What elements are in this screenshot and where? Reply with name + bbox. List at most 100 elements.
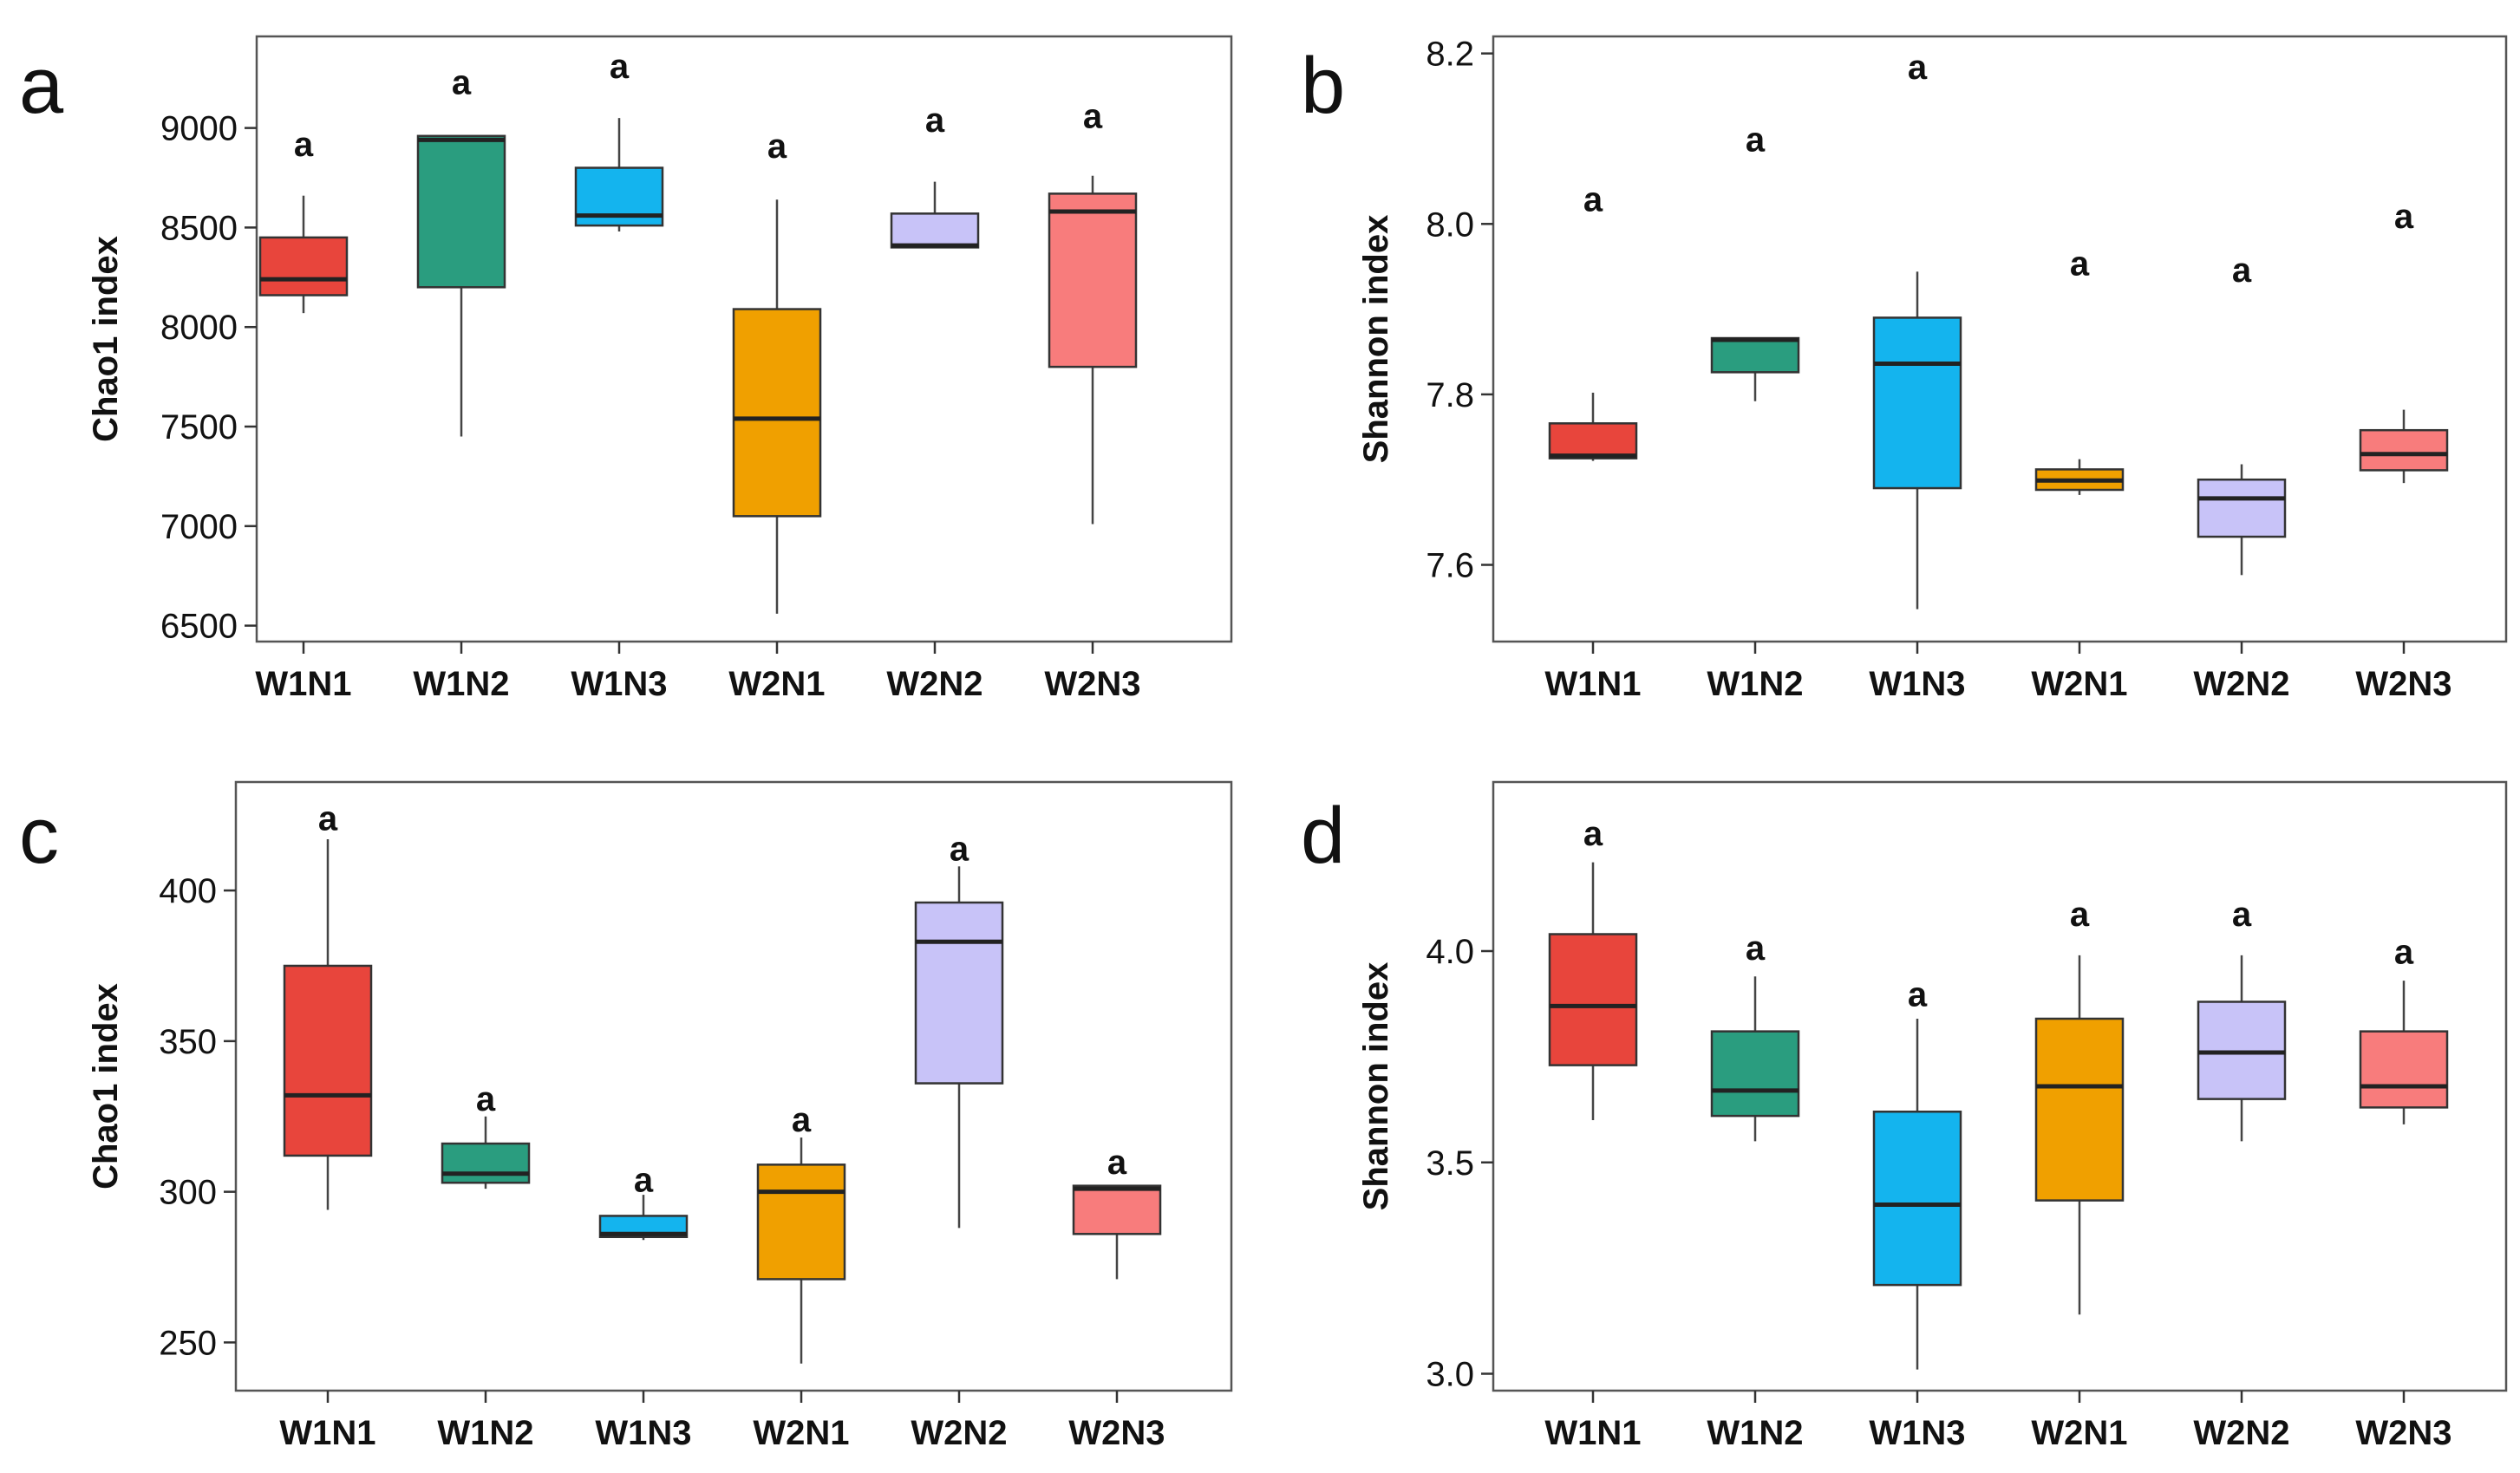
- panel-letter: b: [1301, 42, 1345, 130]
- x-tick-label: W2N2: [2193, 665, 2289, 703]
- y-tick-label: 8.0: [1426, 205, 1474, 244]
- x-tick-label: W2N2: [886, 665, 983, 703]
- x-tick-label: W2N1: [2031, 665, 2127, 703]
- plot-frame: [255, 35, 1233, 643]
- x-tick-label: W2N1: [2031, 1414, 2127, 1452]
- box-body: [1548, 933, 1638, 1066]
- plot-frame: [1492, 780, 2508, 1392]
- x-tick-label: W2N1: [728, 665, 825, 703]
- x-tick-label: W1N3: [1869, 665, 1965, 703]
- y-tick-label: 7000: [160, 508, 238, 546]
- box-w2n3: W2N3 a: [1044, 98, 1140, 703]
- significance-label: a: [318, 800, 338, 838]
- x-tick-label: W1N2: [437, 1414, 533, 1452]
- box-w1n2: W1N2 a: [1707, 121, 1803, 703]
- y-tick-label: 400: [159, 872, 217, 910]
- significance-label: a: [476, 1080, 496, 1118]
- x-tick-label: W1N3: [1869, 1414, 1965, 1452]
- y-tick-label: 7.8: [1426, 376, 1474, 414]
- x-tick-label: W2N1: [753, 1414, 849, 1452]
- plot-frame: [234, 780, 1233, 1392]
- box-w2n2: W2N2 a: [2193, 896, 2289, 1452]
- significance-label: a: [1583, 815, 1603, 853]
- y-tick-label: 350: [159, 1023, 217, 1061]
- box-body: [756, 1163, 846, 1281]
- y-tick-label: 3.5: [1426, 1144, 1474, 1183]
- significance-label: a: [2232, 896, 2252, 934]
- x-tick-label: W1N2: [1707, 1414, 1803, 1452]
- box-body: [441, 1142, 531, 1184]
- y-axis-title: Chao1 index: [87, 236, 125, 442]
- box-w1n3: W1N3 a: [571, 48, 667, 703]
- significance-label: a: [2070, 244, 2090, 283]
- box-body: [1710, 1030, 1800, 1118]
- significance-label: a: [767, 127, 787, 166]
- y-tick-label: 7500: [160, 408, 238, 446]
- y-tick-label: 300: [159, 1174, 217, 1212]
- plot-frame: [1492, 35, 2508, 643]
- significance-label: a: [1107, 1144, 1127, 1182]
- box-body: [2359, 428, 2449, 472]
- box-body: [2197, 478, 2287, 538]
- y-tick-label: 4.0: [1426, 933, 1474, 971]
- x-tick-label: W2N2: [911, 1414, 1007, 1452]
- box-w2n1: W2N1 a: [753, 1101, 849, 1452]
- box-w1n3: W1N3 a: [595, 1162, 691, 1452]
- box-body: [914, 901, 1004, 1085]
- significance-label: a: [1746, 929, 1766, 968]
- box-w1n2: W1N2 a: [437, 1080, 533, 1452]
- box-w2n1: W2N1 a: [2031, 896, 2127, 1452]
- box-w1n2: W1N2 a: [1707, 929, 1803, 1452]
- significance-label: a: [1908, 975, 1928, 1014]
- panel-letter: a: [19, 42, 64, 130]
- x-tick-label: W2N3: [2355, 1414, 2451, 1452]
- box-body: [1072, 1184, 1162, 1235]
- box-body: [416, 134, 506, 289]
- box-body: [2359, 1030, 2449, 1109]
- box-body: [1548, 422, 1638, 459]
- y-tick-label: 3.0: [1426, 1356, 1474, 1394]
- box-w1n1: W1N1 a: [279, 800, 375, 1452]
- significance-label: a: [792, 1101, 812, 1139]
- x-tick-label: W1N3: [595, 1414, 691, 1452]
- box-body: [1048, 192, 1138, 368]
- box-body: [2034, 1017, 2125, 1202]
- box-w2n3: W2N3 a: [2355, 934, 2451, 1452]
- box-body: [283, 964, 373, 1157]
- box-body: [890, 212, 980, 249]
- significance-label: a: [2070, 896, 2090, 934]
- y-axis-title: Shannon index: [1357, 215, 1395, 464]
- box-w2n2: W2N2 a: [886, 101, 983, 703]
- box-w2n3: W2N3 a: [2355, 198, 2451, 703]
- x-tick-label: W1N1: [255, 665, 351, 703]
- y-axis-title: Shannon index: [1357, 962, 1395, 1211]
- significance-label: a: [634, 1162, 654, 1200]
- significance-label: a: [2394, 934, 2414, 972]
- y-tick-label: 9000: [160, 110, 238, 148]
- box-w2n1: W2N1 a: [728, 127, 825, 703]
- box-w2n2: W2N2 a: [911, 830, 1007, 1452]
- x-tick-label: W1N1: [1544, 1414, 1641, 1452]
- x-tick-label: W2N3: [2355, 665, 2451, 703]
- y-axis-title: Chao1 index: [87, 983, 125, 1189]
- x-tick-label: W1N1: [279, 1414, 375, 1452]
- panel-letter: c: [19, 792, 59, 880]
- significance-label: a: [294, 126, 314, 164]
- significance-label: a: [950, 830, 969, 868]
- x-tick-label: W1N2: [1707, 665, 1803, 703]
- y-tick-label: 250: [159, 1324, 217, 1362]
- significance-label: a: [925, 101, 945, 140]
- significance-label: a: [2232, 251, 2252, 290]
- box-w2n1: W2N1 a: [2031, 244, 2127, 703]
- box-w1n3: W1N3 a: [1869, 975, 1965, 1452]
- panel-letter: d: [1301, 792, 1345, 880]
- y-tick-label: 7.6: [1426, 547, 1474, 585]
- box-w1n2: W1N2 a: [413, 64, 509, 703]
- x-tick-label: W1N1: [1544, 665, 1641, 703]
- x-tick-label: W2N3: [1044, 665, 1140, 703]
- significance-label: a: [1083, 98, 1103, 136]
